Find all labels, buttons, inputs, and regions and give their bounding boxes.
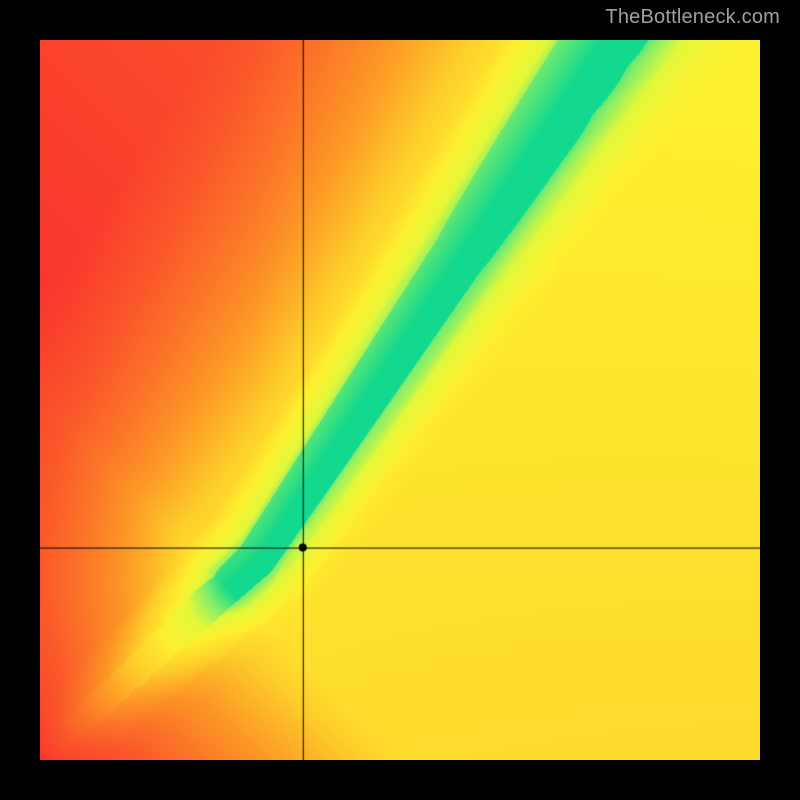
- attribution-label: TheBottleneck.com: [605, 6, 780, 29]
- heatmap-canvas: [40, 40, 760, 760]
- chart-container: TheBottleneck.com: [0, 0, 800, 800]
- heatmap-plot: [40, 40, 760, 760]
